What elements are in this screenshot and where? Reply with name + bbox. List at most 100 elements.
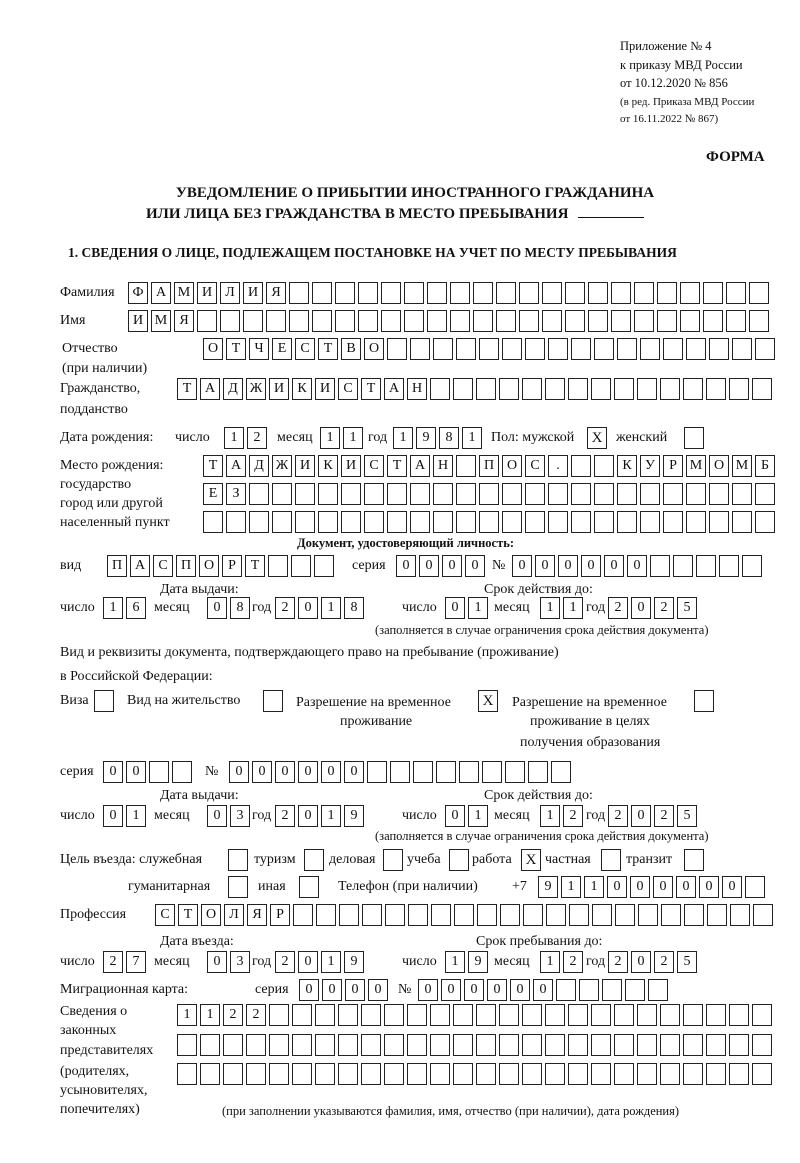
char-box[interactable] [390,761,410,783]
char-box[interactable] [430,1034,450,1056]
char-box[interactable] [614,1034,634,1056]
char-box[interactable] [525,511,545,533]
char-box[interactable] [436,761,456,783]
char-box[interactable] [591,1063,611,1085]
char-box[interactable] [657,282,677,304]
char-box[interactable]: Ж [272,455,292,477]
char-box[interactable]: 0 [653,876,673,898]
char-box[interactable] [614,1063,634,1085]
char-box[interactable] [614,378,634,400]
char-box[interactable]: Р [270,904,290,926]
char-box[interactable] [249,511,269,533]
char-box[interactable] [450,282,470,304]
char-box[interactable] [433,483,453,505]
char-box[interactable] [482,761,502,783]
char-box[interactable] [569,904,589,926]
purpose-official-checkbox[interactable] [228,849,248,871]
char-box[interactable] [404,282,424,304]
char-box[interactable]: 0 [464,979,484,1001]
char-box[interactable] [223,1063,243,1085]
char-box[interactable]: 2 [563,951,583,973]
char-box[interactable] [568,1004,588,1026]
char-box[interactable] [404,310,424,332]
char-box[interactable] [683,1034,703,1056]
char-box[interactable] [410,511,430,533]
char-box[interactable]: 0 [465,555,485,577]
char-box[interactable]: О [201,904,221,926]
char-box[interactable]: М [174,282,194,304]
char-box[interactable] [551,761,571,783]
char-box[interactable] [292,1004,312,1026]
char-box[interactable]: 0 [631,597,651,619]
char-box[interactable] [742,555,762,577]
char-box[interactable]: 0 [275,761,295,783]
purpose-humanitarian-checkbox[interactable] [228,876,248,898]
char-box[interactable] [456,338,476,360]
char-box[interactable] [591,378,611,400]
sex-female-checkbox[interactable] [684,427,704,449]
char-box[interactable] [753,904,773,926]
char-box[interactable] [660,378,680,400]
char-box[interactable]: А [410,455,430,477]
char-box[interactable] [749,282,769,304]
char-box[interactable] [407,1004,427,1026]
char-box[interactable]: 2 [103,951,123,973]
char-box[interactable] [473,282,493,304]
char-box[interactable]: И [295,455,315,477]
purpose-study-checkbox[interactable] [449,849,469,871]
char-box[interactable]: 0 [418,979,438,1001]
char-box[interactable]: 6 [126,597,146,619]
char-box[interactable] [456,455,476,477]
char-box[interactable]: 0 [298,597,318,619]
char-box[interactable]: Я [266,282,286,304]
char-box[interactable]: 1 [343,427,363,449]
purpose-private-checkbox[interactable] [601,849,621,871]
char-box[interactable]: 1 [468,597,488,619]
char-box[interactable] [686,338,706,360]
char-box[interactable]: 0 [368,979,388,1001]
char-box[interactable]: 8 [439,427,459,449]
char-box[interactable] [407,1034,427,1056]
char-box[interactable] [456,511,476,533]
char-box[interactable] [266,310,286,332]
char-box[interactable] [663,511,683,533]
char-box[interactable] [617,483,637,505]
char-box[interactable]: 0 [445,805,465,827]
char-box[interactable]: 3 [230,805,250,827]
char-box[interactable] [226,511,246,533]
purpose-business-checkbox[interactable] [383,849,403,871]
char-box[interactable]: П [107,555,127,577]
char-box[interactable]: 1 [468,805,488,827]
char-box[interactable] [706,1034,726,1056]
char-box[interactable] [661,904,681,926]
char-box[interactable]: 0 [299,979,319,1001]
char-box[interactable]: 1 [200,1004,220,1026]
char-box[interactable] [752,1034,772,1056]
char-box[interactable]: 9 [344,951,364,973]
purpose-other-checkbox[interactable] [299,876,319,898]
char-box[interactable] [381,310,401,332]
char-box[interactable] [522,1063,542,1085]
temp-permit-checkbox[interactable]: X [478,690,498,712]
char-box[interactable] [709,483,729,505]
char-box[interactable]: 1 [177,1004,197,1026]
char-box[interactable] [312,282,332,304]
char-box[interactable] [479,511,499,533]
char-box[interactable]: К [617,455,637,477]
char-box[interactable]: 0 [676,876,696,898]
char-box[interactable] [477,904,497,926]
char-box[interactable] [454,904,474,926]
char-box[interactable] [522,1004,542,1026]
char-box[interactable] [650,555,670,577]
char-box[interactable]: Е [272,338,292,360]
char-box[interactable] [453,378,473,400]
char-box[interactable]: 0 [607,876,627,898]
char-box[interactable] [172,761,192,783]
char-box[interactable] [686,511,706,533]
char-box[interactable] [473,310,493,332]
char-box[interactable]: 2 [223,1004,243,1026]
char-box[interactable]: А [130,555,150,577]
char-box[interactable] [499,378,519,400]
char-box[interactable]: 0 [298,761,318,783]
char-box[interactable] [752,1004,772,1026]
